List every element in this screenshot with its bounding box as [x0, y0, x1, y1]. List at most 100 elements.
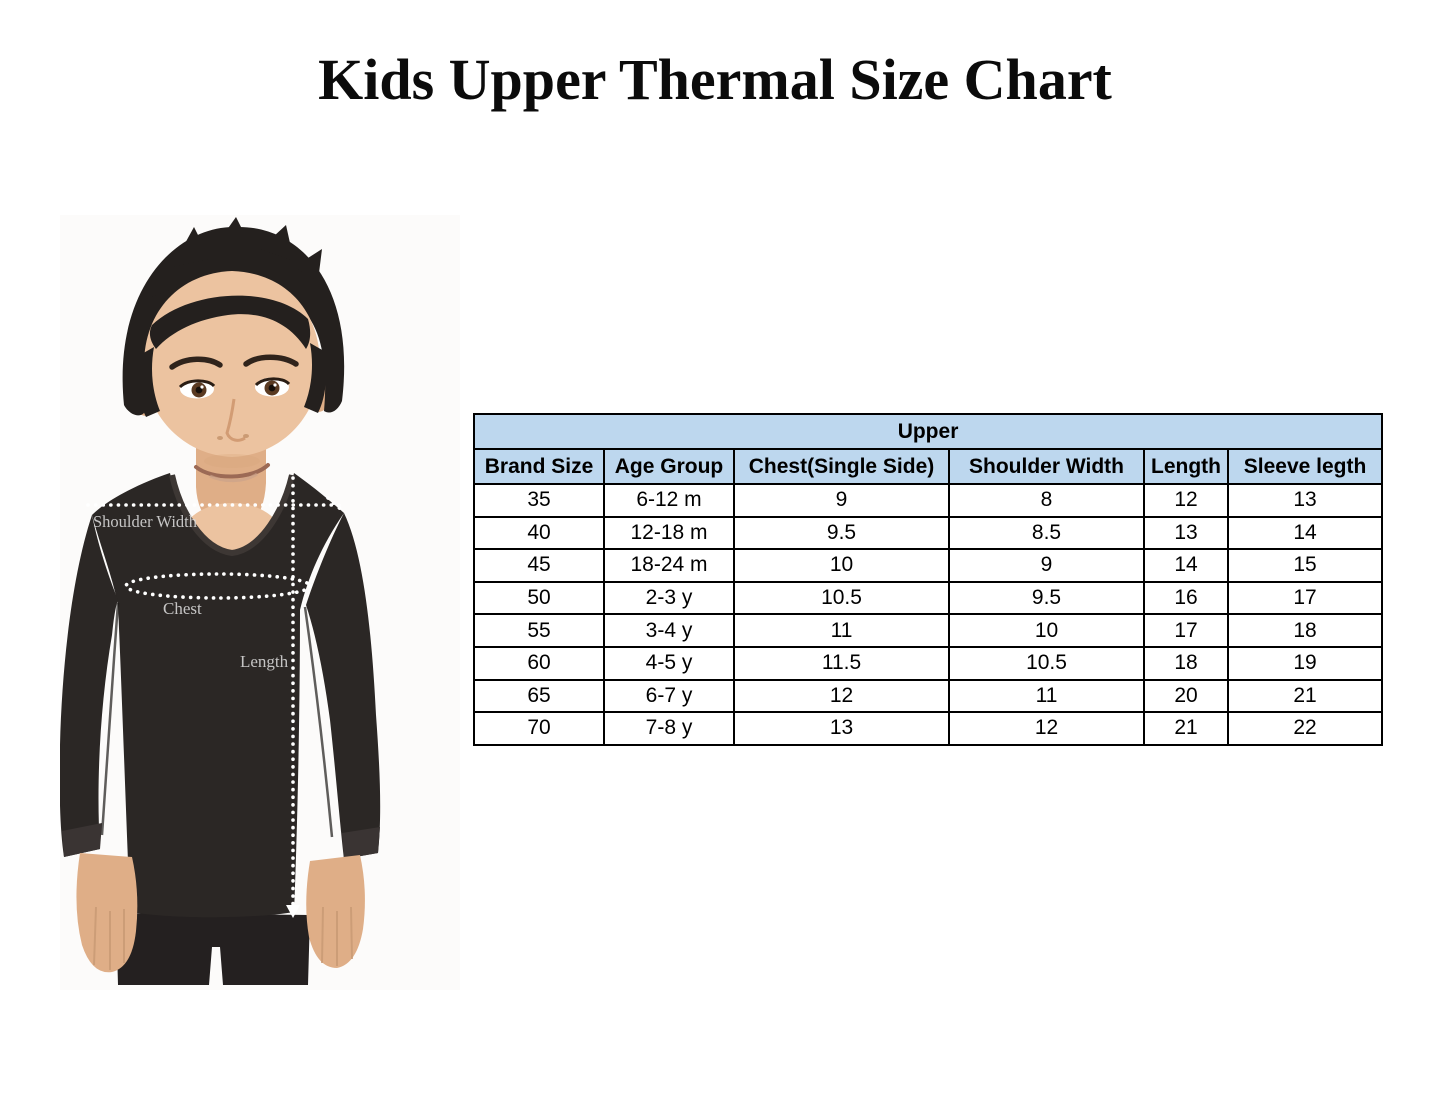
left-arm-seam	[100, 602, 120, 836]
table-cell: 12	[1143, 483, 1229, 518]
table-cell: 65	[473, 678, 605, 714]
hair-fringe	[149, 295, 311, 349]
model-photo-illustration: Shoulder Width Chest Length	[60, 215, 460, 990]
chest-label: Chest	[163, 599, 202, 618]
table-cell: 10.5	[733, 580, 950, 616]
column-header-age-group: Age Group	[603, 448, 735, 485]
table-row: 60 4-5 y 11.5 10.5 18 19	[473, 645, 1384, 681]
table-cell: 10.5	[948, 645, 1145, 681]
table-cell: 2-3 y	[603, 580, 735, 616]
column-header-row: Brand Size Age Group Chest(Single Side) Sho…	[473, 448, 1384, 485]
table-cell: 4-5 y	[603, 645, 735, 681]
chest-line	[124, 572, 312, 600]
table-cell: 9.5	[733, 515, 950, 551]
shoulder-width-label: Shoulder Width	[93, 512, 198, 531]
table-cell: 45	[473, 548, 605, 583]
table-cell: 40	[473, 515, 605, 551]
table-cell: 12	[733, 678, 950, 714]
table-cell: 13	[1226, 483, 1384, 518]
table-cell: 7-8 y	[603, 711, 735, 746]
table-cell: 22	[1226, 711, 1384, 746]
length-label: Length	[240, 652, 289, 671]
mouth-smile	[194, 463, 270, 479]
table-cell: 14	[1226, 515, 1384, 551]
table-title: Upper	[472, 413, 1384, 450]
table-row: 35 6-12 m 9 8 12 13	[473, 483, 1384, 518]
column-header-shoulder-width: Shoulder Width	[948, 448, 1145, 485]
right-hand	[306, 855, 365, 968]
table-cell: 16	[1143, 580, 1229, 616]
table-row: 65 6-7 y 12 11 20 21	[473, 678, 1384, 714]
table-cell: 21	[1143, 711, 1229, 746]
measurement-overlay	[86, 476, 347, 907]
table-row: 70 7-8 y 13 12 21 22	[473, 711, 1384, 746]
table-cell: 10	[733, 548, 950, 583]
table-cell: 60	[473, 645, 605, 681]
right-cuff	[342, 827, 380, 859]
hair	[122, 226, 345, 416]
thermal-shirt-torso	[92, 473, 344, 918]
table-cell: 6-7 y	[603, 678, 735, 714]
table-cell: 17	[1226, 580, 1384, 616]
table-cell: 18	[1226, 613, 1384, 648]
table-cell: 14	[1143, 548, 1229, 583]
table-cell: 55	[473, 613, 605, 648]
left-sleeve	[60, 515, 118, 857]
page-title: Kids Upper Thermal Size Chart	[318, 47, 1112, 112]
chin-shadow	[204, 454, 260, 468]
table-cell: 17	[1143, 613, 1229, 648]
table-cell: 20	[1143, 678, 1229, 714]
left-hand	[76, 853, 138, 973]
hair-spikes	[146, 217, 322, 299]
column-header-sleeve-legth: Sleeve legth	[1226, 448, 1384, 485]
left-hand-fingers	[93, 906, 125, 970]
left-eyebrow	[169, 356, 223, 370]
collar-trim	[169, 474, 295, 557]
table-row: 45 18-24 m 10 9 14 15	[473, 548, 1384, 583]
table-row: 55 3-4 y 11 10 17 18	[473, 613, 1384, 648]
table-cell: 9	[948, 548, 1145, 583]
table-cell: 70	[473, 711, 605, 746]
table-row: 40 12-18 m 9.5 8.5 13 14	[473, 515, 1384, 551]
table-cell: 8	[948, 483, 1145, 518]
right-arm-seam	[303, 606, 334, 838]
table-cell: 11	[948, 678, 1145, 714]
length-arrowhead	[286, 905, 300, 918]
right-sideburn	[304, 343, 326, 413]
table-cell: 15	[1226, 548, 1384, 583]
right-hand-fingers	[321, 906, 353, 966]
table-cell: 21	[1226, 678, 1384, 714]
table-cell: 8.5	[948, 515, 1145, 551]
table-cell: 11	[733, 613, 950, 648]
pants	[116, 913, 310, 985]
table-cell: 6-12 m	[603, 483, 735, 518]
table-cell: 12-18 m	[603, 515, 735, 551]
right-nostril	[243, 434, 249, 438]
right-eyebrow	[243, 354, 299, 367]
table-cell: 50	[473, 580, 605, 616]
right-sleeve	[306, 513, 381, 859]
table-cell: 19	[1226, 645, 1384, 681]
table-title-row: Upper	[472, 413, 1384, 450]
lower-lip	[209, 472, 258, 483]
column-header-chest-single-side-: Chest(Single Side)	[733, 448, 950, 485]
column-header-length: Length	[1143, 448, 1229, 485]
table-cell: 9	[733, 483, 950, 518]
table-cell: 18	[1143, 645, 1229, 681]
table-cell: 3-4 y	[603, 613, 735, 648]
table-cell: 35	[473, 483, 605, 518]
left-nostril	[217, 436, 223, 440]
model-photo: Shoulder Width Chest Length	[60, 215, 460, 990]
table-cell: 18-24 m	[603, 548, 735, 583]
table-cell: 13	[733, 711, 950, 746]
table-cell: 9.5	[948, 580, 1145, 616]
right-eye	[254, 377, 291, 397]
left-eye	[178, 379, 216, 399]
table-cell: 12	[948, 711, 1145, 746]
size-table: Upper Brand Size Age Group Chest(Single Si…	[472, 413, 1384, 746]
table-cell: 11.5	[733, 645, 950, 681]
left-cuff	[62, 823, 102, 857]
table-cell: 13	[1143, 515, 1229, 551]
table-row: 50 2-3 y 10.5 9.5 16 17	[473, 580, 1384, 616]
nose	[225, 398, 246, 442]
